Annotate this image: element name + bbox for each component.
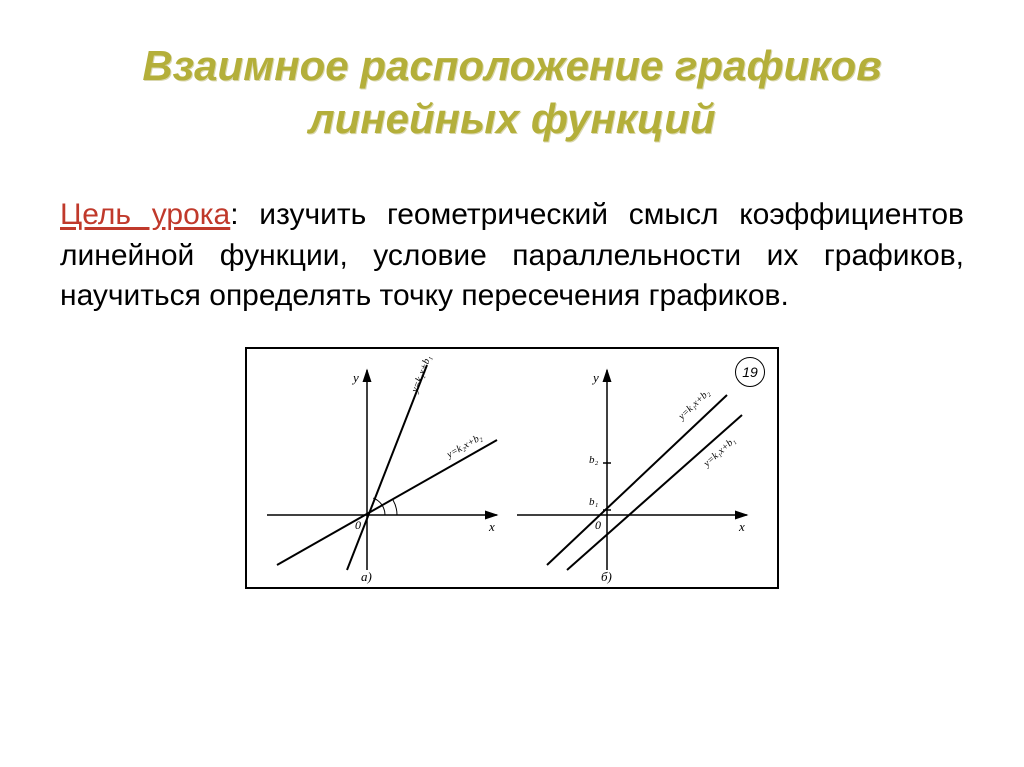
svg-text:x: x	[488, 519, 495, 534]
svg-text:y: y	[351, 370, 359, 385]
figure-number-circle: 19	[735, 357, 765, 387]
figure-frame: 19 0xyy=k₁x+b₁y=k₂x+b₂a) 0xyy=k₁x+b₂y=k₁…	[245, 347, 779, 589]
svg-text:y=k₂x+b₂: y=k₂x+b₂	[444, 431, 484, 460]
svg-text:y: y	[591, 370, 599, 385]
svg-text:b₁: b₁	[589, 496, 599, 508]
svg-text:y=k₁x+b₁: y=k₁x+b₁	[701, 435, 738, 470]
svg-text:y=k₁x+b₁: y=k₁x+b₁	[409, 355, 434, 395]
svg-text:y=k₁x+b₂: y=k₁x+b₂	[676, 387, 713, 423]
chart-panel-a: 0xyy=k₁x+b₁y=k₂x+b₂a)	[257, 355, 507, 585]
svg-text:x: x	[738, 519, 745, 534]
page-title: Взаимное расположение графиков линейных …	[60, 40, 964, 145]
chart-panel-b: 0xyy=k₁x+b₂y=k₁x+b₁b₁b₂б)	[507, 355, 767, 585]
svg-text:б): б)	[601, 569, 612, 584]
goal-lead: Цель урока	[60, 198, 230, 231]
svg-text:a): a)	[361, 569, 372, 584]
svg-text:b₂: b₂	[589, 454, 599, 466]
lesson-goal-paragraph: Цель урока: изучить геометрический смысл…	[60, 195, 964, 317]
figure-container: 19 0xyy=k₁x+b₁y=k₂x+b₂a) 0xyy=k₁x+b₂y=k₁…	[60, 347, 964, 589]
